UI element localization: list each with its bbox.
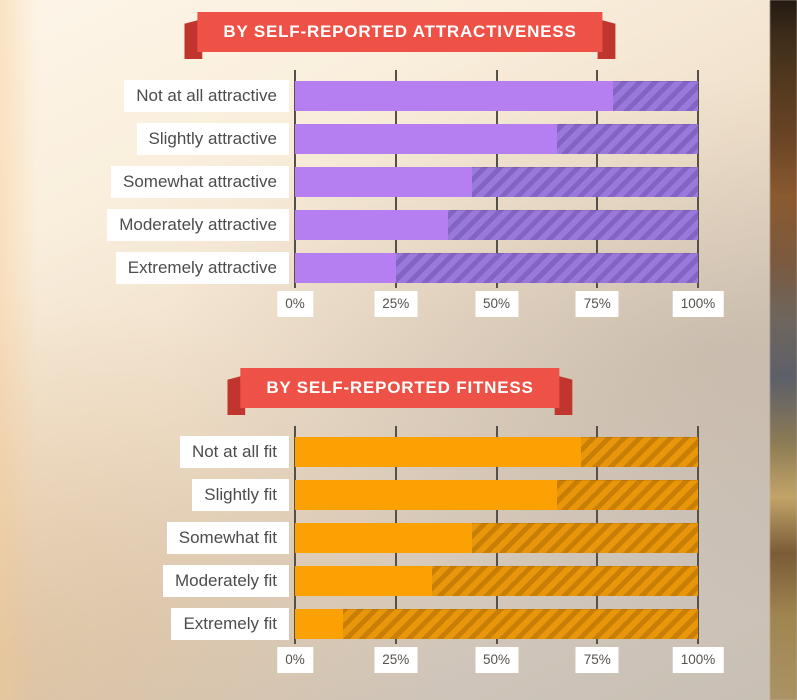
fitness-title-ribbon: BY SELF-REPORTED FITNESS: [240, 368, 560, 408]
gridline: [697, 426, 699, 644]
gridline: [697, 70, 699, 288]
bar-solid-segment: [295, 167, 473, 197]
bar-row: [295, 167, 698, 197]
category-label: Not at all fit: [179, 436, 289, 468]
bar-row: [295, 210, 698, 240]
attractiveness-plot: 0% 25% 50% 75% 100% Not at all attractive Slig…: [107, 70, 724, 317]
bar-row: [295, 566, 698, 596]
bar-row: [295, 609, 698, 639]
axis-tick-label: 50%: [474, 291, 519, 317]
background-photo-strip: [770, 0, 797, 700]
bar-solid-segment: [295, 609, 344, 639]
axis-tick-label: 0%: [277, 291, 313, 317]
bar-solid-segment: [295, 81, 614, 111]
category-label: Somewhat fit: [166, 522, 289, 554]
bar-row: [295, 124, 698, 154]
category-label: Slightly fit: [192, 479, 289, 511]
category-label: Slightly attractive: [136, 123, 289, 155]
bar-row: [295, 480, 698, 510]
bar-row: [295, 253, 698, 283]
category-label: Extremely attractive: [115, 252, 289, 284]
bar-row: [295, 523, 698, 553]
bar-row: [295, 437, 698, 467]
category-label: Moderately attractive: [107, 209, 289, 241]
bar-solid-segment: [295, 566, 433, 596]
bar-solid-segment: [295, 480, 557, 510]
fitness-plot: 0% 25% 50% 75% 100% Not at all fit Slightly fi…: [162, 426, 724, 673]
axis-tick-label: 0%: [277, 647, 313, 673]
bar-solid-segment: [295, 210, 449, 240]
axis-tick-label: 75%: [575, 647, 619, 673]
bar-solid-segment: [295, 124, 557, 154]
axis-tick-label: 75%: [575, 291, 619, 317]
bar-solid-segment: [295, 523, 473, 553]
axis-tick-label: 100%: [672, 291, 724, 317]
category-label: Somewhat attractive: [110, 166, 289, 198]
bar-solid-segment: [295, 437, 582, 467]
bar-row: [295, 81, 698, 111]
category-label: Not at all attractive: [124, 80, 289, 112]
attractiveness-chart-title: BY SELF-REPORTED ATTRACTIVENESS: [197, 12, 603, 52]
bar-solid-segment: [295, 253, 396, 283]
attractiveness-title-ribbon: BY SELF-REPORTED ATTRACTIVENESS: [197, 12, 603, 52]
axis-tick-label: 100%: [672, 647, 724, 673]
axis-tick-label: 50%: [474, 647, 519, 673]
category-label: Moderately fit: [162, 565, 289, 597]
axis-tick-label: 25%: [374, 291, 418, 317]
category-label: Extremely fit: [171, 608, 289, 640]
axis-tick-label: 25%: [374, 647, 418, 673]
fitness-chart-title: BY SELF-REPORTED FITNESS: [240, 368, 560, 408]
